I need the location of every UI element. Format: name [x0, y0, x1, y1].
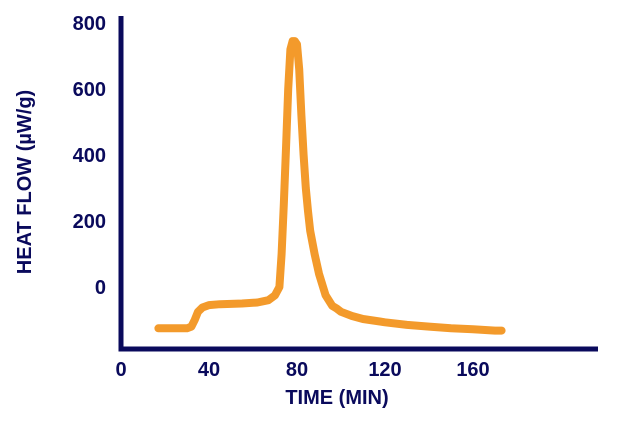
y-tick-labels: 0 200 400 600 800: [73, 13, 106, 299]
y-tick-label-600: 600: [73, 79, 106, 101]
x-tick-label-120: 120: [368, 359, 401, 381]
x-tick-labels: 0 40 80 120 160: [115, 359, 489, 381]
y-tick-label-800: 800: [73, 13, 106, 35]
x-axis-title: TIME (MIN): [285, 387, 388, 409]
y-tick-label-400: 400: [73, 145, 106, 167]
x-tick-label-0: 0: [115, 359, 126, 381]
x-tick-label-40: 40: [198, 359, 220, 381]
y-tick-label-0: 0: [95, 277, 106, 299]
x-tick-label-160: 160: [456, 359, 489, 381]
x-tick-label-80: 80: [286, 359, 308, 381]
heat-flow-series-line: [154, 37, 506, 335]
y-axis-title: HEAT FLOW (µW/g): [14, 90, 36, 274]
y-tick-label-200: 200: [73, 211, 106, 233]
